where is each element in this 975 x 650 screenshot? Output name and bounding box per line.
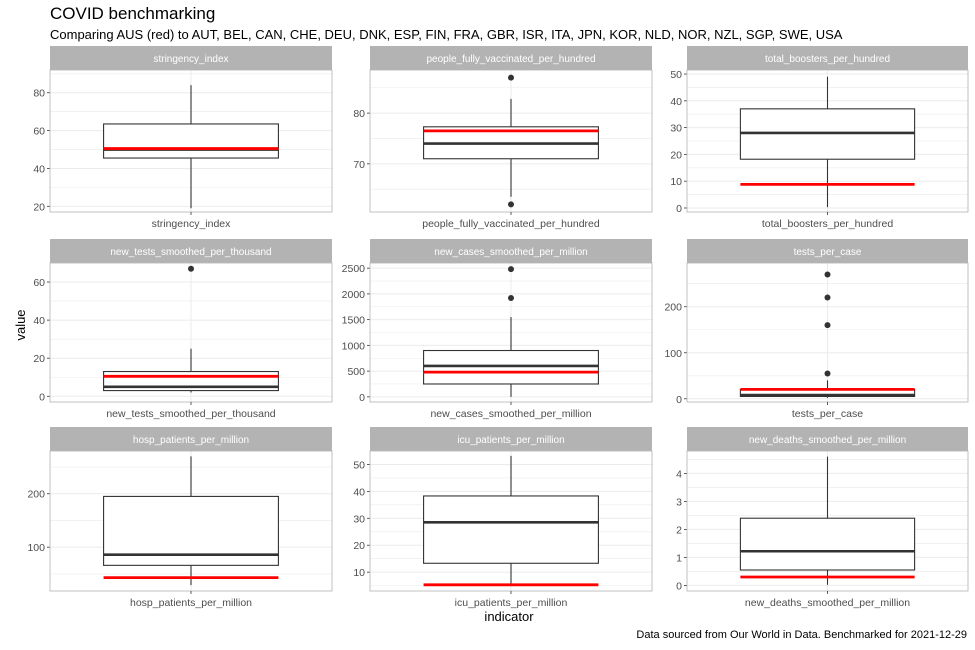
facet-strip (50, 46, 332, 70)
facet-strip (50, 427, 332, 451)
outlier-point (824, 271, 831, 278)
y-tick-label: 500 (347, 366, 365, 378)
y-tick-label: 40 (353, 486, 365, 498)
facet-strip (370, 239, 652, 263)
y-tick-label: 2500 (342, 263, 366, 275)
facet-strip-label: hosp_patients_per_million (133, 435, 249, 446)
x-tick-label: total_boosters_per_hundred (762, 218, 894, 230)
facet-strip-label: stringency_index (153, 54, 228, 65)
panel-new_deaths_smoothed_per_million: new_deaths_smoothed_per_million 0 1 2 3 4 new_… (676, 427, 969, 609)
facet-strip (370, 46, 652, 70)
x-tick-label: icu_patients_per_million (455, 597, 568, 609)
iqr-box (423, 495, 599, 564)
y-tick-label: 60 (33, 126, 45, 138)
y-tick-label: 40 (33, 315, 45, 327)
x-tick-label: new_cases_smoothed_per_million (430, 408, 591, 420)
y-tick-label: 200 (27, 489, 45, 501)
facet-strip (687, 239, 968, 263)
y-tick-label: 40 (670, 96, 682, 108)
x-axis-label: indicator (484, 609, 534, 624)
y-tick-label: 20 (33, 353, 45, 365)
facet-strip-label: new_tests_smoothed_per_thousand (110, 247, 271, 258)
y-tick-label: 1 (676, 552, 682, 564)
y-tick-label: 4 (676, 468, 682, 480)
y-tick-label: 50 (353, 459, 365, 471)
y-tick-label: 0 (359, 392, 365, 404)
outlier-point (508, 295, 514, 302)
y-tick-label: 30 (353, 513, 365, 525)
panel-hosp_patients_per_million: hosp_patients_per_million 100 200 hosp_pati… (27, 427, 333, 609)
panel-tests_per_case: tests_per_case 0 100 200 tests_per_case (664, 239, 969, 420)
y-tick-label: 80 (353, 108, 365, 120)
iqr-box (103, 123, 279, 159)
y-tick-label: 70 (353, 159, 365, 171)
y-tick-label: 40 (33, 163, 45, 175)
y-tick-label: 50 (670, 69, 682, 81)
outlier-point (508, 266, 514, 273)
facet-strip-label: total_boosters_per_hundred (765, 54, 890, 65)
facet-strip (50, 239, 332, 263)
x-tick-label: hosp_patients_per_million (130, 597, 252, 609)
y-tick-label: 20 (33, 201, 45, 213)
x-tick-label: tests_per_case (792, 408, 863, 420)
panel-people_fully_vaccinated_per_hundred: people_fully_vaccinated_per_hundred 70 80 p… (353, 46, 653, 230)
panel-total_boosters_per_hundred: total_boosters_per_hundred 0 10 20 30 40 50 tot… (670, 46, 969, 230)
y-tick-label: 80 (33, 88, 45, 100)
y-tick-label: 100 (27, 542, 45, 554)
facet-strip (370, 427, 652, 451)
chart-subtitle: Comparing AUS (red) to AUT, BEL, CAN, CH… (50, 27, 843, 42)
x-tick-label: stringency_index (152, 218, 232, 230)
facet-strip-label: new_cases_smoothed_per_million (434, 247, 587, 258)
y-tick-label: 2000 (342, 289, 366, 301)
facet-strip-label: icu_patients_per_million (457, 435, 564, 446)
y-tick-label: 200 (664, 302, 682, 314)
y-tick-label: 1000 (342, 340, 366, 352)
outlier-point (188, 265, 194, 272)
y-tick-label: 0 (676, 580, 682, 592)
y-tick-label: 10 (353, 567, 365, 579)
facet-strip-label: new_deaths_smoothed_per_million (749, 435, 906, 446)
y-tick-label: 10 (670, 176, 682, 188)
y-tick-label: 30 (670, 123, 682, 135)
y-tick-label: 0 (676, 203, 682, 215)
y-tick-label: 0 (39, 391, 45, 403)
x-tick-label: new_deaths_smoothed_per_million (745, 597, 910, 609)
y-tick-label: 3 (676, 496, 682, 508)
panel-icu_patients_per_million: icu_patients_per_million 10 20 30 40 50 icu_pa… (353, 427, 653, 609)
y-tick-label: 20 (670, 149, 682, 161)
chart-title: COVID benchmarking (50, 4, 216, 23)
y-tick-label: 2 (676, 524, 682, 536)
outlier-point (508, 201, 514, 208)
y-tick-label: 1500 (342, 315, 366, 327)
y-tick-label: 20 (353, 540, 365, 552)
facet-strip (687, 427, 968, 451)
outlier-point (824, 294, 831, 301)
facet-strip-label: tests_per_case (794, 247, 862, 258)
y-tick-label: 0 (676, 394, 682, 406)
y-tick-label: 100 (664, 348, 682, 360)
outlier-point (824, 322, 831, 329)
panel-new_cases_smoothed_per_million: new_cases_smoothed_per_million 0 500 1000 15… (342, 239, 653, 420)
iqr-box (739, 517, 916, 571)
outlier-point (824, 370, 831, 377)
panel-stringency_index: stringency_index 20 40 60 80 stringency_index (33, 46, 333, 230)
y-tick-label: 60 (33, 277, 45, 289)
x-tick-label: people_fully_vaccinated_per_hundred (422, 218, 600, 230)
facet-strip-label: people_fully_vaccinated_per_hundred (426, 54, 595, 65)
caption: Data sourced from Our World in Data. Ben… (636, 629, 967, 641)
outlier-point (508, 74, 514, 81)
panel-new_tests_smoothed_per_thousand: new_tests_smoothed_per_thousand 0 20 40 60 ne… (33, 239, 333, 420)
x-tick-label: new_tests_smoothed_per_thousand (106, 408, 275, 420)
facet-strip (687, 46, 968, 70)
